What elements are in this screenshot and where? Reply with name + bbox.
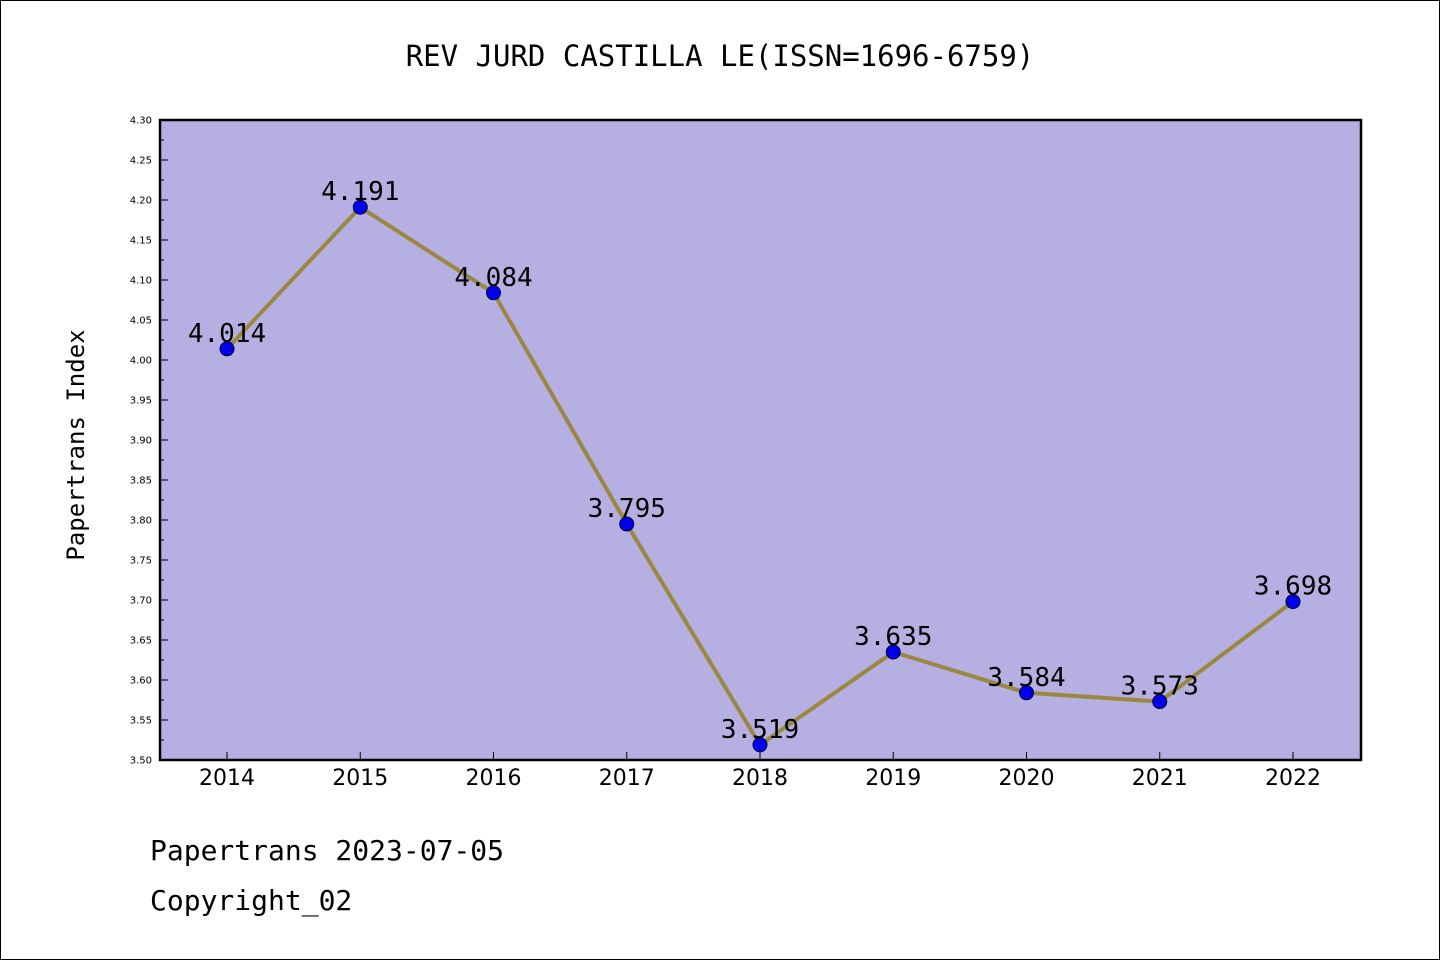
x-tick-label: 2014 (199, 766, 255, 791)
y-tick-label: 4.10 (130, 276, 152, 287)
data-label: 3.573 (1121, 672, 1199, 702)
data-label: 3.635 (854, 622, 932, 652)
x-tick-label: 2019 (865, 766, 921, 791)
data-label: 3.519 (721, 715, 799, 745)
y-tick-label: 3.50 (130, 756, 152, 767)
y-axis-ticks: 3.50 3.55 3.60 3.65 3.70 3.75 3.80 3.85 3.90 3.95… (130, 116, 168, 767)
y-tick-label: 3.95 (130, 396, 152, 407)
y-tick-label: 3.60 (130, 676, 152, 687)
plot-border (158, 118, 1363, 762)
data-labels: 4.014 4.191 4.084 3.795 3.519 3.635 3.584 3.573… (188, 177, 1332, 745)
x-tick-label: 2018 (732, 766, 788, 791)
x-tick-label: 2022 (1265, 766, 1321, 791)
x-tick-label: 2020 (999, 766, 1055, 791)
y-tick-label: 4.00 (130, 356, 152, 367)
y-axis-label: Papertrans Index (62, 329, 90, 560)
data-point (1019, 685, 1034, 701)
data-point (1285, 594, 1301, 610)
data-point (352, 199, 368, 215)
data-label: 4.014 (188, 319, 266, 349)
data-label: 4.084 (454, 263, 532, 293)
data-point (619, 516, 635, 532)
data-point (219, 341, 235, 357)
y-tick-label: 3.75 (130, 556, 152, 567)
data-label: 4.191 (321, 177, 399, 207)
y-tick-label: 3.70 (130, 596, 152, 607)
x-tick-label: 2015 (332, 766, 388, 791)
footer-date-line: Papertrans 2023-07-05 (150, 834, 505, 867)
data-point (885, 644, 901, 660)
y-tick-label: 3.65 (130, 636, 152, 647)
data-label: 3.584 (987, 663, 1065, 693)
x-tick-label: 2017 (599, 766, 655, 791)
footer-copyright: Copyright_02 (150, 884, 353, 917)
y-tick-label: 3.80 (130, 516, 152, 527)
data-point (1152, 694, 1168, 710)
data-label: 3.795 (588, 494, 666, 524)
data-point (486, 285, 501, 301)
data-point (752, 737, 768, 753)
x-tick-label: 2016 (466, 766, 522, 791)
x-tick-label: 2021 (1132, 766, 1188, 791)
y-tick-label: 3.85 (130, 476, 152, 487)
x-axis-ticks: 2014 2015 2016 2017 2018 2019 2020 2021 2022 (199, 752, 1321, 791)
data-markers (219, 199, 1301, 753)
plot-area (160, 120, 1361, 760)
y-tick-label: 4.15 (130, 236, 152, 247)
data-label: 3.698 (1254, 572, 1332, 602)
y-tick-label: 3.55 (130, 716, 152, 727)
y-tick-label: 4.30 (130, 116, 152, 127)
y-tick-label: 4.05 (130, 316, 152, 327)
y-tick-label: 4.25 (130, 156, 152, 167)
y-tick-label: 4.20 (130, 196, 152, 207)
y-tick-label: 3.90 (130, 436, 152, 447)
chart-title: REV JURD CASTILLA LE(ISSN=1696-6759) (406, 39, 1035, 73)
